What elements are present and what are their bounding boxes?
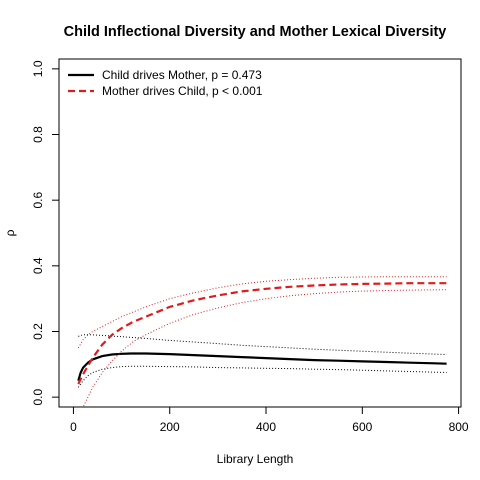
y-tick-label: 0.0 (31, 388, 45, 405)
y-axis-label: ρ (3, 229, 17, 236)
x-tick-label: 0 (70, 420, 77, 434)
mother-drives-child-upper-bound (77, 276, 447, 349)
x-tick-label: 600 (352, 420, 372, 434)
y-tick-label: 1.0 (31, 60, 45, 77)
x-tick-label: 800 (449, 420, 469, 434)
y-tick-label: 0.8 (31, 126, 45, 143)
x-axis-label: Library Length (217, 452, 294, 466)
legend-label: Child drives Mother, p = 0.473 (102, 68, 262, 82)
x-tick-label: 400 (256, 420, 276, 434)
x-tick-label: 200 (160, 420, 180, 434)
chart-title: Child Inflectional Diversity and Mother … (64, 24, 447, 40)
y-axis: 0.0 0.2 0.4 0.6 0.8 1.0 (31, 60, 60, 405)
y-tick-label: 0.2 (31, 323, 45, 340)
series-layer (77, 276, 447, 407)
legend-label: Mother drives Child, p < 0.001 (102, 84, 263, 98)
legend: Child drives Mother, p = 0.473 Mother dri… (68, 68, 263, 98)
y-tick-label: 0.4 (31, 257, 45, 274)
y-tick-label: 0.6 (31, 192, 45, 209)
x-axis: 0 200 400 600 800 (70, 406, 469, 434)
child-drives-mother-lower-bound (77, 365, 447, 388)
mother-drives-child-line (77, 282, 447, 385)
